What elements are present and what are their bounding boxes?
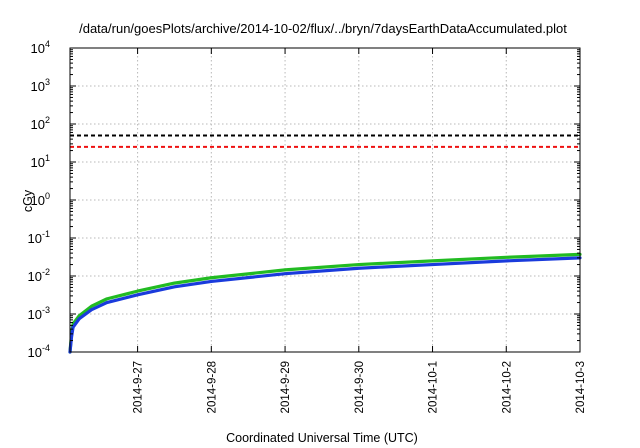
y-tick-base: 10 [28,307,42,322]
y-tick-base: 10 [31,117,45,132]
series-layer [68,252,582,354]
y-tick-exponent: 3 [45,77,50,87]
x-tick-label: 2014-9-30 [354,361,366,413]
x-axis-label: Coordinated Universal Time (UTC) [226,431,418,445]
series-line-1 [68,256,582,354]
y-tick-label: 102 [31,115,50,132]
x-tick-label: 2014-10-3 [575,361,587,413]
x-tick-label: 2014-9-27 [133,361,145,413]
x-tick-label: 2014-10-2 [501,361,513,413]
y-tick-label: 100 [31,191,50,208]
y-tick-base: 10 [31,193,45,208]
y-tick-base: 10 [28,231,42,246]
series-line-0 [68,252,582,354]
x-tick-label: 2014-9-29 [280,361,292,413]
chart-title: /data/run/goesPlots/archive/2014-10-02/f… [79,21,567,36]
y-tick-exponent: -4 [42,343,50,353]
x-tick-label: 2014-9-28 [206,361,218,413]
y-tick-label: 10-2 [28,267,50,284]
y-tick-base: 10 [31,155,45,170]
y-tick-label: 10-3 [28,305,50,322]
y-tick-exponent: -2 [42,267,50,277]
x-axis-ticks: 2014-9-27 2014-9-28 2014-9-29 2014-9-30 2014… [133,48,587,413]
x-tick-label: 2014-10-1 [428,361,440,413]
y-axis-label: cGy [21,189,35,212]
y-tick-label: 10-4 [28,343,50,360]
y-tick-exponent: -1 [42,229,50,239]
y-tick-exponent: 4 [45,39,50,49]
y-tick-exponent: 2 [45,115,50,125]
grid-layer [70,48,580,352]
reference-lines [70,134,580,148]
y-tick-exponent: 1 [45,153,50,163]
y-tick-base: 10 [28,345,42,360]
y-tick-base: 10 [28,269,42,284]
y-tick-label: 104 [31,39,50,56]
y-tick-label: 103 [31,77,50,94]
y-tick-exponent: 0 [45,191,50,201]
y-tick-label: 10-1 [28,229,50,246]
y-tick-base: 10 [31,41,45,56]
y-tick-label: 101 [31,153,50,170]
y-tick-exponent: -3 [42,305,50,315]
y-tick-base: 10 [31,79,45,94]
